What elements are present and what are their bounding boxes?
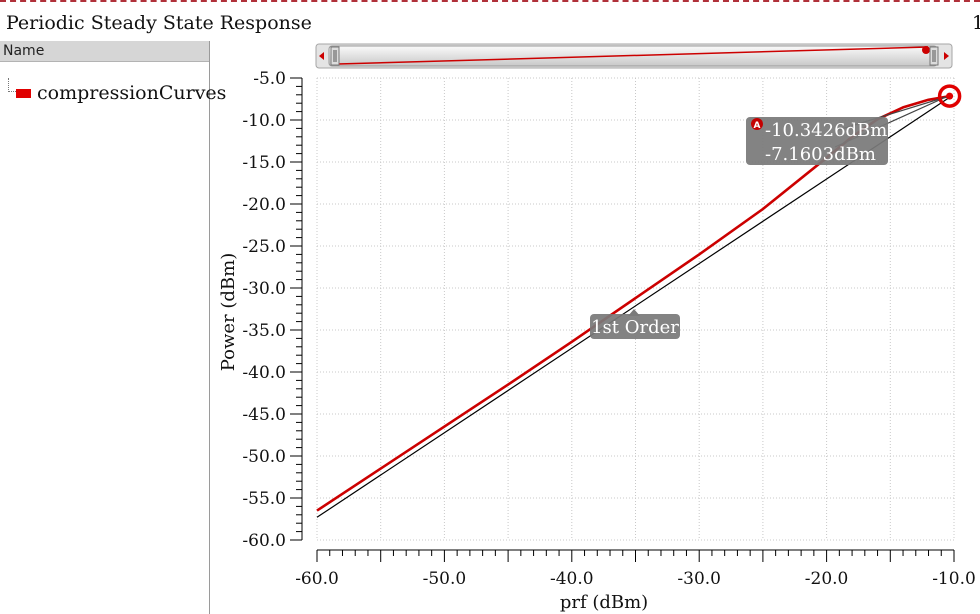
scroll-right-arrow-icon[interactable] [944, 52, 949, 60]
legend-header[interactable]: Name [0, 41, 209, 62]
range-slider-marker-icon [922, 46, 930, 54]
range-slider-right-handle[interactable] [929, 46, 939, 66]
first-order-label-box[interactable] [590, 314, 680, 339]
range-slider[interactable] [315, 43, 953, 69]
y-tick-label: -40.0 [242, 363, 286, 383]
series-line-first-order [316, 96, 951, 518]
first-order-label: 1st Order [591, 317, 679, 338]
marker-annotation[interactable]: A -10.3426dBm -7.1603dBm [746, 84, 962, 165]
range-slider-left-handle[interactable] [330, 46, 340, 66]
y-tick-label: -25.0 [242, 237, 286, 257]
series-line-compression-curve [316, 94, 950, 512]
y-tick-label: -45.0 [242, 405, 286, 425]
range-slider-preview-line [337, 46, 929, 65]
series-group [316, 94, 951, 518]
marker-y-value: -7.1603dBm [765, 144, 876, 165]
page-title: Periodic Steady State Response [6, 12, 312, 34]
marker-badge-label: A [754, 121, 761, 131]
legend-panel: Name compressionCurves [0, 41, 226, 614]
legend-item-compression-curves[interactable]: compressionCurves [16, 81, 226, 105]
y-tick-label: -30.0 [242, 279, 286, 299]
x-tick-label: -40.0 [550, 569, 594, 589]
marker-dot [946, 92, 954, 100]
x-axis-label: prf (dBm) [560, 592, 648, 613]
x-tick-label: -60.0 [295, 569, 339, 589]
page-title-suffix: 1 [972, 12, 980, 34]
y-axis-label: Power (dBm) [218, 253, 239, 371]
scroll-left-arrow-icon[interactable] [319, 52, 324, 60]
x-tick-label: -30.0 [677, 569, 721, 589]
y-tick-label: -15.0 [242, 153, 286, 173]
y-tick-label: -20.0 [242, 195, 286, 215]
marker-badge [751, 118, 763, 130]
marker-x-value: -10.3426dBm [765, 120, 887, 141]
legend-swatch [16, 88, 31, 98]
y-tick-label: -35.0 [242, 321, 286, 341]
marker-ring[interactable] [937, 84, 962, 108]
y-tick-label: -5.0 [253, 69, 286, 89]
top-border [0, 0, 980, 2]
tree-connector [8, 78, 16, 92]
legend-item-label: compressionCurves [37, 82, 227, 104]
axes: -5.0 -10.0 -15.0 -20.0 -25.0 -30.0 -35.0 -40.0 -… [242, 69, 975, 589]
marker-label-box[interactable] [746, 117, 888, 165]
x-tick-label: -10.0 [932, 569, 976, 589]
x-tick-label: -20.0 [805, 569, 849, 589]
grid [316, 77, 955, 541]
first-order-annotation[interactable]: 1st Order [590, 309, 680, 339]
y-tick-label: -50.0 [242, 447, 286, 467]
y-tick-label: -55.0 [242, 489, 286, 509]
y-tick-label: -10.0 [242, 111, 286, 131]
x-tick-label: -50.0 [423, 569, 467, 589]
y-tick-label: -60.0 [242, 531, 286, 551]
